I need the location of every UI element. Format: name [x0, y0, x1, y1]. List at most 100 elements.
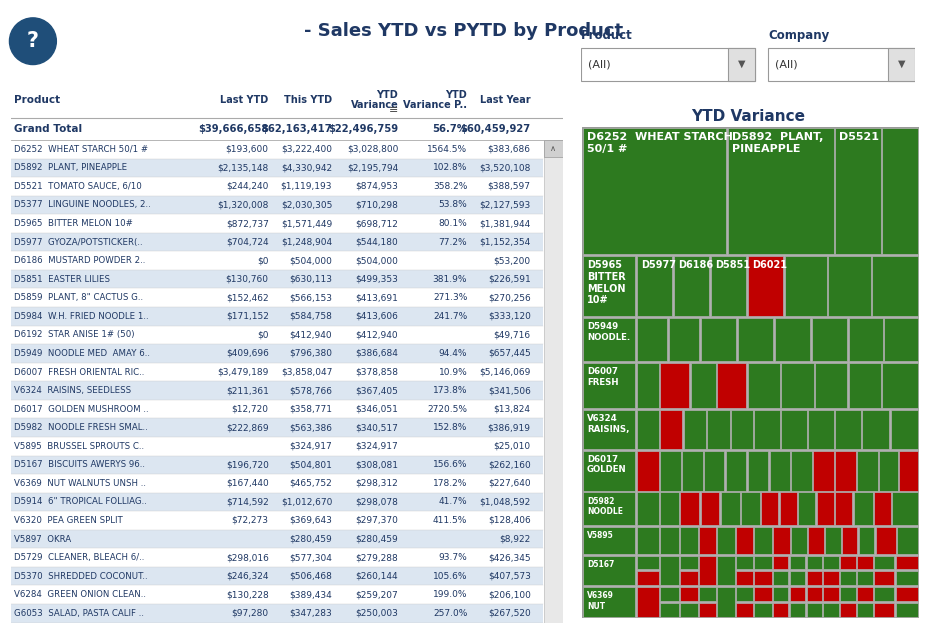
Text: 358.2%: 358.2% — [433, 182, 467, 191]
Text: $167,440: $167,440 — [226, 479, 269, 488]
Bar — [11, 567, 543, 585]
Text: $1,119,193: $1,119,193 — [281, 182, 332, 191]
Bar — [829, 256, 870, 316]
Bar — [858, 527, 874, 554]
Text: D6017
GOLDEN: D6017 GOLDEN — [587, 455, 627, 474]
Bar — [680, 571, 698, 585]
Text: $0: $0 — [257, 330, 269, 339]
Bar — [842, 527, 857, 554]
Bar — [848, 318, 883, 361]
Bar — [840, 571, 856, 585]
Text: D5965  BITTER MELON 10#: D5965 BITTER MELON 10# — [14, 219, 133, 228]
Bar — [761, 493, 779, 525]
Text: D5982
NOODLE: D5982 NOODLE — [587, 496, 623, 516]
Bar — [736, 587, 753, 602]
Text: $1,012,670: $1,012,670 — [281, 498, 332, 507]
Text: ≡: ≡ — [389, 105, 399, 115]
Text: $62,163,417: $62,163,417 — [261, 124, 332, 134]
Text: YTD: YTD — [376, 90, 399, 100]
Text: $226,591: $226,591 — [488, 275, 530, 283]
Text: 199.0%: 199.0% — [433, 590, 467, 599]
Text: $413,606: $413,606 — [355, 312, 399, 321]
Text: 77.2%: 77.2% — [438, 238, 467, 247]
Bar — [840, 555, 856, 569]
Bar — [773, 587, 789, 602]
Bar — [755, 603, 771, 618]
Bar — [798, 493, 816, 525]
Text: G6053  SALAD, PASTA CALIF ..: G6053 SALAD, PASTA CALIF .. — [14, 609, 144, 618]
Text: V6324  RAISINS, SEEDLESS: V6324 RAISINS, SEEDLESS — [14, 386, 131, 395]
Text: D6252  WHEAT STARCH
50/1 #: D6252 WHEAT STARCH 50/1 # — [587, 132, 732, 153]
Bar — [874, 555, 895, 569]
Bar — [660, 603, 679, 618]
Text: V6284  GREEN ONION CLEAN..: V6284 GREEN ONION CLEAN.. — [14, 590, 146, 599]
Bar — [748, 451, 768, 491]
Text: ∧: ∧ — [551, 144, 556, 153]
Bar — [773, 571, 789, 585]
Bar — [840, 587, 856, 602]
Text: D6192  STAR ANISE 1# (50): D6192 STAR ANISE 1# (50) — [14, 330, 134, 339]
Text: $324,917: $324,917 — [289, 442, 332, 451]
Text: $2,030,305: $2,030,305 — [281, 200, 332, 209]
Bar — [637, 410, 659, 449]
Bar — [823, 603, 839, 618]
Text: $3,479,189: $3,479,189 — [217, 368, 269, 377]
Text: $577,304: $577,304 — [289, 553, 332, 562]
Text: $53,200: $53,200 — [493, 256, 530, 265]
Text: D6186: D6186 — [678, 261, 713, 270]
Text: D5982  NOODLE FRESH SMAL..: D5982 NOODLE FRESH SMAL.. — [14, 423, 147, 432]
Text: D5521  TOMATO SAUCE, 6/10: D5521 TOMATO SAUCE, 6/10 — [14, 182, 142, 191]
Bar — [660, 363, 689, 408]
Bar — [895, 555, 918, 569]
Text: $704,724: $704,724 — [226, 238, 269, 247]
Text: $872,737: $872,737 — [226, 219, 269, 228]
Bar — [835, 451, 856, 491]
Bar — [781, 410, 806, 449]
Bar — [701, 318, 736, 361]
Text: $297,370: $297,370 — [355, 516, 399, 525]
Bar — [741, 493, 760, 525]
Bar — [583, 493, 635, 525]
Text: (All): (All) — [588, 59, 611, 69]
Text: $388,597: $388,597 — [488, 182, 530, 191]
Text: $1,381,944: $1,381,944 — [479, 219, 530, 228]
Bar — [581, 48, 755, 81]
Bar — [544, 140, 563, 623]
Bar — [583, 410, 635, 449]
Bar — [684, 410, 706, 449]
Bar — [823, 571, 839, 585]
Text: $280,459: $280,459 — [289, 534, 332, 543]
Text: $246,324: $246,324 — [226, 572, 269, 581]
Bar — [857, 603, 872, 618]
Text: 53.8%: 53.8% — [438, 200, 467, 209]
Bar — [755, 587, 771, 602]
Text: $22,496,759: $22,496,759 — [328, 124, 399, 134]
Text: D5167: D5167 — [587, 560, 615, 569]
Bar — [874, 587, 895, 602]
Bar — [840, 603, 856, 618]
Bar — [874, 493, 891, 525]
Bar — [583, 363, 635, 408]
Bar — [728, 127, 834, 254]
Text: $130,760: $130,760 — [225, 275, 269, 283]
Bar — [872, 256, 918, 316]
Bar — [876, 527, 896, 554]
Bar — [773, 555, 789, 569]
Bar — [893, 493, 918, 525]
Bar — [748, 256, 783, 316]
Bar — [660, 587, 679, 602]
Text: $383,686: $383,686 — [488, 145, 530, 154]
Bar — [11, 270, 543, 288]
Bar — [11, 307, 543, 326]
Bar — [806, 571, 822, 585]
Bar — [699, 555, 716, 585]
Text: D6186  MUSTARD POWDER 2..: D6186 MUSTARD POWDER 2.. — [14, 256, 146, 265]
Bar — [899, 451, 918, 491]
Bar — [637, 256, 672, 316]
Bar — [674, 256, 709, 316]
Bar — [583, 527, 635, 554]
Text: $874,953: $874,953 — [355, 182, 399, 191]
Bar — [790, 571, 806, 585]
Text: $367,405: $367,405 — [355, 386, 399, 395]
Bar — [544, 140, 563, 157]
